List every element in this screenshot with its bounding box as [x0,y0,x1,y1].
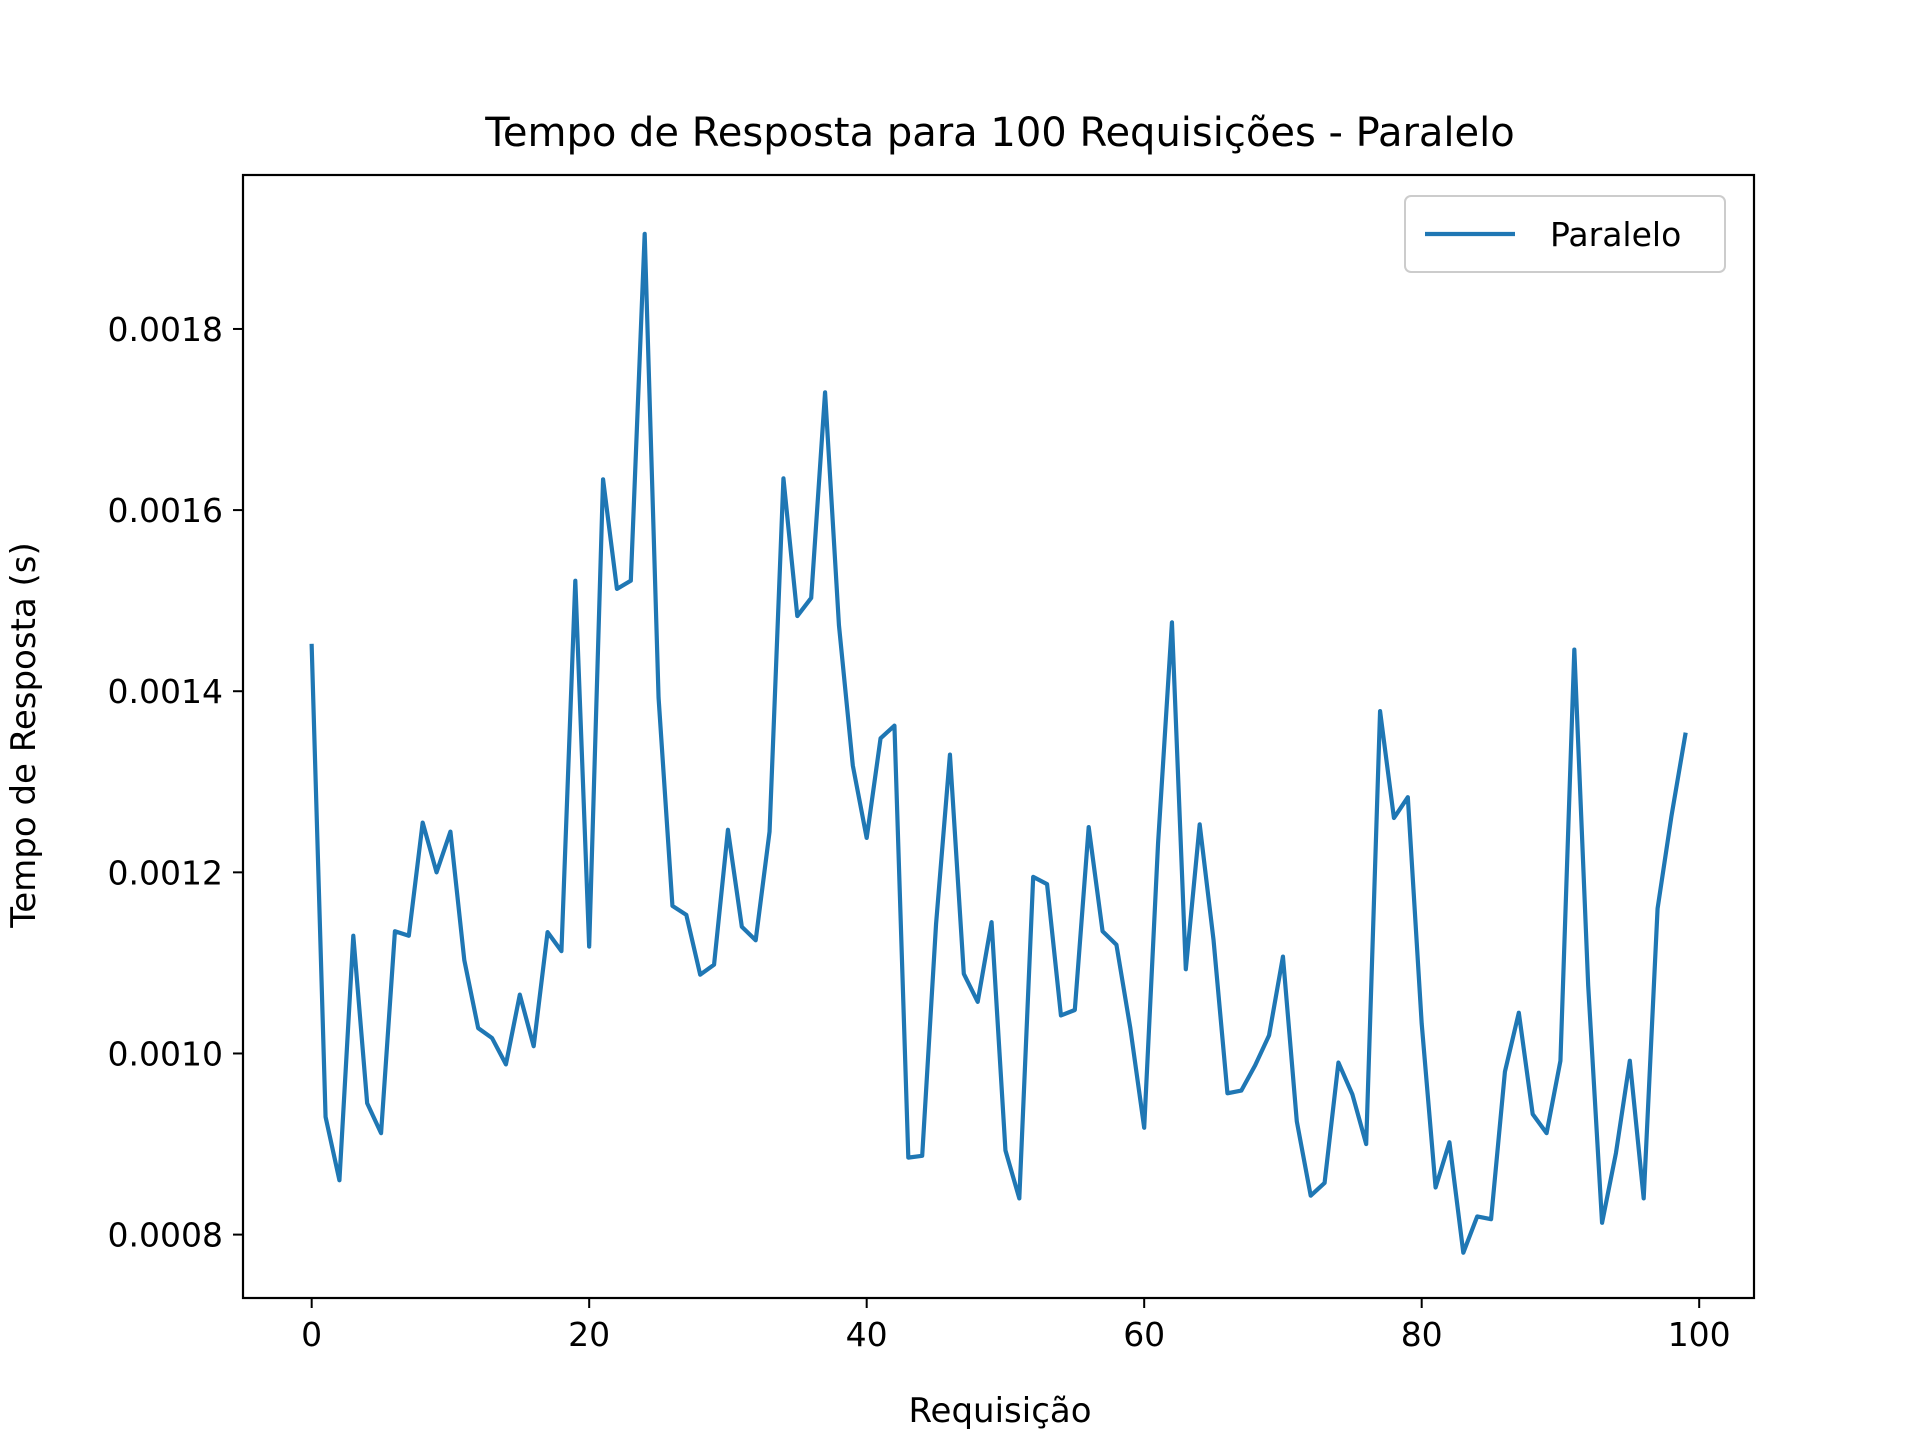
series-line-0 [309,231,1688,1255]
x-axis-label: Requisição [908,1391,1091,1431]
y-tick-label: 0.0010 [108,1034,223,1073]
chart-title: Tempo de Resposta para 100 Requisições -… [484,110,1515,156]
legend: Paralelo [1404,195,1726,273]
x-tick-label: 20 [568,1315,610,1354]
x-tick-label: 80 [1401,1315,1443,1354]
axes-frame [241,173,1756,1300]
legend-label: Paralelo [1550,215,1681,254]
axes: 0 20 40 60 80 100 0.0008 0.0010 0.0012 0.0014 0.00… [108,173,1756,1354]
x-tick-label: 100 [1668,1315,1731,1354]
x-tick-label: 40 [846,1315,888,1354]
y-tick-label: 0.0014 [108,672,223,711]
plot-area [309,231,1688,1255]
x-tick-label: 0 [301,1315,322,1354]
x-tick-label: 60 [1123,1315,1165,1354]
y-tick-label: 0.0008 [108,1216,223,1255]
y-tick-label: 0.0018 [108,310,223,349]
y-axis-label: Tempo de Resposta (s) [4,542,44,929]
legend-box [1404,195,1726,273]
y-tick-label: 0.0016 [108,491,223,530]
y-tick-label: 0.0012 [108,853,223,892]
